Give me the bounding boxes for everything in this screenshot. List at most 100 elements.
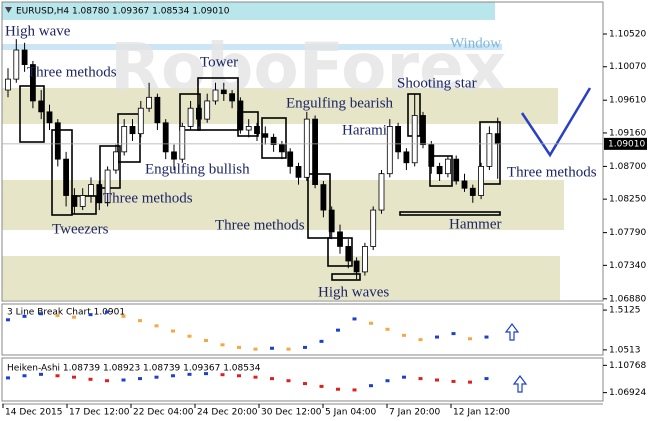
y-tick-label: 1.07790 xyxy=(609,228,646,238)
pattern-label: Three methods xyxy=(103,190,193,206)
candle-body xyxy=(337,231,343,247)
watermark: RoboForex xyxy=(110,29,506,106)
indicator-dot xyxy=(22,314,27,318)
indicator-dot xyxy=(88,313,93,317)
current-price-label: 1.09010 xyxy=(608,139,645,149)
candle-body xyxy=(154,96,161,124)
indicator-dot xyxy=(385,379,390,383)
y-tick-label: 1.06880 xyxy=(609,294,646,304)
candle-body xyxy=(469,187,476,196)
candle-body xyxy=(386,126,393,175)
candle-body xyxy=(220,89,227,95)
x-tick-label: 5 Jan 04:00 xyxy=(325,408,377,418)
candle-body xyxy=(162,122,169,153)
candle-body xyxy=(278,144,285,153)
indicator-dot xyxy=(336,328,340,332)
candle-body xyxy=(378,173,385,211)
candle-body xyxy=(428,144,435,167)
y-tick-label: 1.09610 xyxy=(609,96,646,106)
indicator-dot xyxy=(303,382,307,386)
pattern-label: Tower xyxy=(200,54,238,70)
current-price-box xyxy=(604,137,647,150)
indicator-dot xyxy=(6,376,10,380)
candle-body xyxy=(270,136,277,145)
candle-body xyxy=(320,184,327,211)
indicator-dot xyxy=(352,317,357,321)
indicator-dot xyxy=(468,380,472,384)
candle-body xyxy=(237,100,244,131)
indicator-dot xyxy=(6,318,10,322)
sub-panel xyxy=(1,357,604,402)
indicator-dot xyxy=(385,327,390,331)
candle-body xyxy=(262,133,269,138)
candle-body xyxy=(146,96,153,109)
candle-body xyxy=(353,260,360,273)
pattern-label: Engulfing bearish xyxy=(286,95,394,111)
candle-body xyxy=(486,133,493,167)
indicator-dot xyxy=(418,338,423,342)
y-tick-label: 1.08250 xyxy=(609,195,646,205)
indicator-dot xyxy=(319,384,324,388)
y-tick-label: 1.09160 xyxy=(609,128,646,138)
pattern-label: Three methods xyxy=(215,217,305,233)
y-tick-label: 1.06924 xyxy=(609,388,646,398)
indicator-dot xyxy=(352,388,357,392)
candle-body xyxy=(187,107,194,127)
indicator-dot xyxy=(435,335,439,339)
indicator-dot xyxy=(484,335,489,339)
indicator-dot xyxy=(187,334,192,338)
candle-body xyxy=(171,151,177,160)
candle-body xyxy=(38,100,45,113)
indicator-dot xyxy=(237,374,241,378)
indicator-dot xyxy=(88,377,93,381)
indicator-dot xyxy=(171,329,175,333)
candle-body xyxy=(361,246,368,273)
x-tick-label: 22 Dec 04:00 xyxy=(133,408,194,418)
pattern-label: Three methods xyxy=(27,64,117,80)
y-tick-label: 1.07340 xyxy=(609,261,646,271)
indicator-dot xyxy=(369,384,373,388)
candle-body xyxy=(96,184,103,204)
indicator-dot xyxy=(204,339,208,343)
indicator-dot xyxy=(204,372,208,376)
window-band xyxy=(2,44,502,50)
indicator-dot xyxy=(72,375,76,379)
pattern-label: Hammer xyxy=(449,216,501,232)
indicator-dot xyxy=(418,377,423,381)
candle-body xyxy=(79,195,86,207)
y-tick-label: 1.10520 xyxy=(609,30,646,40)
candle-body xyxy=(478,166,485,196)
candle-body xyxy=(420,115,426,145)
indicator-dot xyxy=(253,347,258,351)
candle-body xyxy=(29,64,36,102)
candle-body xyxy=(403,151,410,164)
pattern-label: Harami xyxy=(342,122,387,138)
subchart-title: Heiken-Ashi 1.08739 1.08923 1.08739 1.09… xyxy=(7,364,261,374)
indicator-dot xyxy=(303,345,307,349)
candle-body xyxy=(179,126,186,160)
indicator-dot xyxy=(286,347,291,351)
indicator-dot xyxy=(237,345,241,349)
candle-body xyxy=(129,126,136,135)
indicator-dot xyxy=(220,373,225,377)
candle-body xyxy=(212,89,219,102)
x-tick-label: 12 Jan 12:00 xyxy=(453,408,510,418)
candle-body xyxy=(63,158,69,196)
candle-body xyxy=(453,158,460,182)
pattern-label: High waves xyxy=(318,284,389,300)
indicator-dot xyxy=(286,379,291,383)
y-tick-label: 1.10768 xyxy=(609,361,646,371)
pattern-label: High wave xyxy=(5,23,71,39)
candle-body xyxy=(137,107,144,135)
candle-body xyxy=(328,209,335,233)
indicator-dot xyxy=(105,379,109,383)
indicator-dot xyxy=(253,375,258,379)
candle-body xyxy=(295,166,302,178)
x-tick-label: 30 Dec 12:00 xyxy=(261,408,322,418)
indicator-dot xyxy=(39,372,43,376)
candle-body xyxy=(303,118,310,178)
indicator-dot xyxy=(121,378,126,382)
up-arrows xyxy=(504,323,528,393)
indicator-dot xyxy=(220,343,225,347)
